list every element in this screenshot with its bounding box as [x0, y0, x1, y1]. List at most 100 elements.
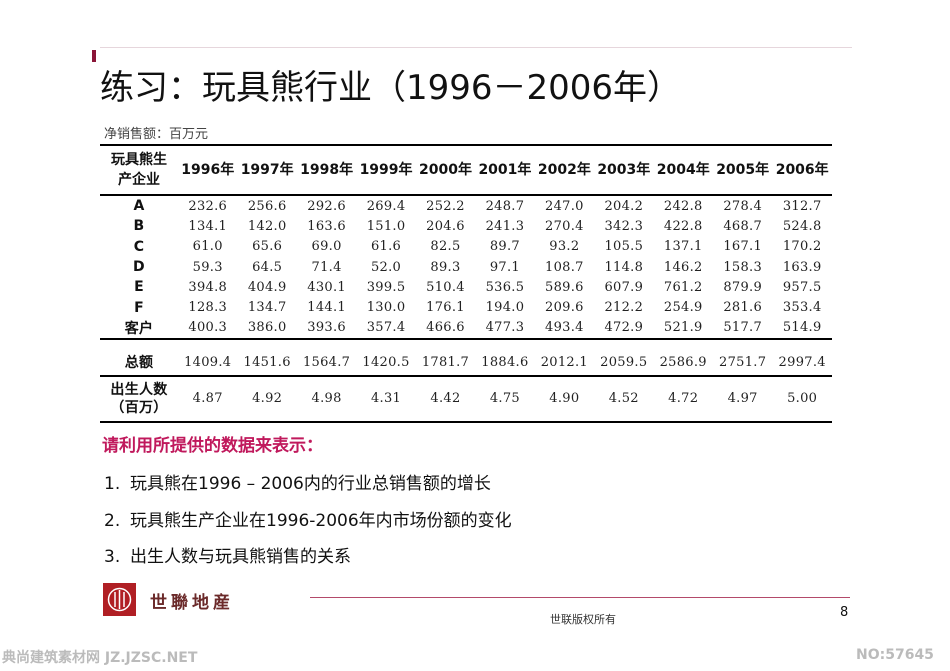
year-header: 2000年	[415, 144, 476, 196]
table-cell: 108.7	[545, 259, 584, 275]
table-cell: 536.5	[485, 279, 525, 295]
table-cell: 5.00	[772, 376, 832, 424]
copyright-text: 世联版权所有	[550, 613, 616, 626]
row-label: 客户	[124, 320, 154, 337]
table-cell: 404.9	[247, 279, 287, 295]
table-cell: 607.9	[604, 279, 644, 295]
table-cell: 146.2	[663, 259, 703, 275]
table-cell: 357.4	[366, 320, 406, 336]
year-header: 2002年	[534, 144, 595, 196]
table-cell: 61.0	[192, 239, 223, 255]
table-cell: 353.4	[782, 300, 822, 316]
watermark-left: 典尚建筑素材网 JZ.JZSC.NET	[2, 650, 198, 666]
table-cell: 163.6	[307, 218, 346, 234]
table-cell: 71.4	[311, 259, 342, 275]
table-cell: 4.92	[237, 376, 297, 424]
table-cell: 4.87	[178, 376, 238, 424]
table-cell: 212.2	[604, 300, 644, 316]
table-cell: 879.9	[723, 279, 763, 295]
table-cell: 472.9	[604, 320, 644, 336]
table-cell: 158.3	[723, 259, 763, 275]
table-cell: 430.1	[307, 279, 346, 295]
table-cell: 232.6	[188, 198, 228, 214]
table-cell: 254.9	[663, 300, 703, 316]
table-cell: 4.31	[356, 376, 416, 424]
page-number: 8	[840, 605, 849, 620]
table-cell: 64.5	[252, 259, 283, 275]
table-cell: 4.98	[296, 376, 357, 424]
table-cell: 97.1	[489, 259, 520, 275]
top-divider	[100, 47, 852, 48]
table-cell: 2012.1	[534, 349, 595, 378]
sales-table: 玩具熊生 产企业 1996年 1997年 1998年 1999年 2000年 2001年 20…	[100, 144, 832, 424]
title-accent-mark	[92, 50, 96, 62]
table-cell: 761.2	[663, 279, 703, 295]
table-cell: 2997.4	[772, 349, 832, 378]
task-number: 1.	[104, 474, 121, 494]
table-cell: 4.90	[534, 376, 595, 424]
table-cell: 209.6	[545, 300, 584, 316]
table-cell: 130.0	[366, 300, 406, 316]
table-cell: 252.2	[426, 198, 465, 214]
row-label: F	[134, 299, 144, 316]
row-label: 总额	[100, 349, 179, 378]
table-cell: 93.2	[549, 239, 580, 255]
table-cell: 510.4	[426, 279, 465, 295]
year-header: 1998年	[296, 144, 357, 196]
year-header: 2004年	[653, 144, 713, 196]
births-row: 出生人数 （百万） 4.87 4.92 4.98 4.31 4.42 4.75 4.90 4.52…	[100, 376, 832, 424]
table-cell: 4.42	[415, 376, 476, 424]
row-label: 出生人数 （百万）	[100, 376, 179, 424]
year-header: 1999年	[356, 144, 416, 196]
year-header: 2006年	[772, 144, 832, 196]
spacer-cell	[100, 338, 832, 350]
row-label: E	[134, 279, 144, 296]
table-row: B 134.1 142.0 163.6 151.0 204.6 241.3 270.4 342.…	[100, 216, 832, 236]
table-cell: 957.5	[782, 279, 822, 295]
table-cell: 204.2	[604, 198, 644, 214]
row-label: A	[133, 198, 145, 215]
task-text: 玩具熊在1996 – 2006内的行业总销售额的增长	[130, 474, 491, 494]
task-item: 2. 玩具熊生产企业在1996-2006年内市场份额的变化	[104, 506, 512, 531]
table-cell: 82.5	[430, 239, 461, 255]
table-cell: 1409.4	[178, 349, 238, 378]
task-text: 玩具熊生产企业在1996-2006年内市场份额的变化	[130, 511, 512, 531]
table-cell: 2586.9	[653, 349, 713, 378]
year-header: 2003年	[594, 144, 654, 196]
total-row: 总额 1409.4 1451.6 1564.7 1420.5 1781.7 1884.6 20…	[100, 349, 832, 378]
table-cell: 1420.5	[356, 349, 416, 378]
table-cell: 386.0	[247, 320, 287, 336]
table-cell: 466.6	[426, 320, 465, 336]
table-cell: 521.9	[663, 320, 703, 336]
table-row: A 232.6 256.6 292.6 269.4 252.2 248.7 247.0 204.…	[100, 195, 832, 216]
table-cell: 400.3	[188, 320, 228, 336]
table-cell: 204.6	[426, 218, 465, 234]
table-cell: 65.6	[252, 239, 283, 255]
table-cell: 1781.7	[415, 349, 476, 378]
table-cell: 2751.7	[712, 349, 773, 378]
table-row: D 59.3 64.5 71.4 52.0 89.3 97.1 108.7 114.8 146.2…	[100, 257, 832, 277]
table-cell: 194.0	[485, 300, 525, 316]
table-cell: 242.8	[663, 198, 703, 214]
table-cell: 1564.7	[296, 349, 357, 378]
year-header: 2001年	[475, 144, 535, 196]
task-number: 2.	[104, 511, 121, 531]
table-cell: 256.6	[247, 198, 287, 214]
table-cell: 59.3	[192, 259, 223, 275]
table-cell: 477.3	[485, 320, 525, 336]
table-cell: 4.97	[712, 376, 773, 424]
table-cell: 163.9	[782, 259, 822, 275]
table-cell: 61.6	[370, 239, 402, 255]
table-cell: 2059.5	[594, 349, 654, 378]
table-cell: 1451.6	[237, 349, 297, 378]
footer-divider	[310, 597, 850, 598]
row-label: B	[133, 218, 145, 235]
table-cell: 241.3	[485, 218, 525, 234]
table-cell: 393.6	[307, 320, 346, 336]
table-cell: 589.6	[545, 279, 584, 295]
exercise-prompt: 请利用所提供的数据来表示：	[102, 436, 323, 456]
table-cell: 170.2	[782, 239, 822, 255]
table-cell: 281.6	[723, 300, 763, 316]
table-cell: 89.3	[430, 259, 461, 275]
row-label-line: 出生人数	[110, 382, 168, 399]
